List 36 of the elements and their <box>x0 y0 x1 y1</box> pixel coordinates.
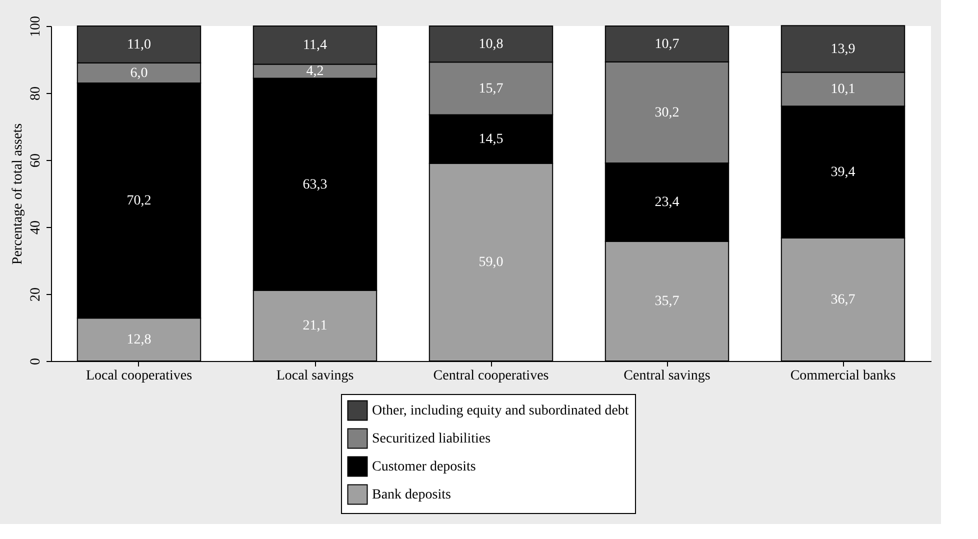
data-label: 11,4 <box>303 38 327 54</box>
data-label: 30,2 <box>654 105 680 120</box>
data-label: 35,7 <box>654 294 680 310</box>
legend-label: Securitized liabilities <box>372 432 491 446</box>
data-label: 10,1 <box>830 82 856 98</box>
y-tick-label: 80 <box>28 86 44 100</box>
data-label: 10,8 <box>478 37 504 52</box>
data-label: 63,3 <box>302 177 328 192</box>
data-label: 4,2 <box>306 64 324 80</box>
y-tick-label: 0 <box>28 358 44 365</box>
legend-label: Other, including equity and subordinated debt <box>372 404 629 418</box>
legend-label: Customer deposits <box>372 460 476 474</box>
y-tick-label: 20 <box>28 288 44 302</box>
x-tick-label: Central savings <box>624 368 710 384</box>
x-tick-label: Local cooperatives <box>86 368 192 384</box>
data-label: 70,2 <box>126 194 152 209</box>
data-label: 12,8 <box>126 332 152 348</box>
data-label: 11,0 <box>127 37 151 52</box>
data-label: 13,9 <box>830 42 856 57</box>
x-tick-label: Commercial banks <box>790 368 896 384</box>
data-label: 14,5 <box>478 132 504 148</box>
data-label: 39,4 <box>830 165 856 180</box>
x-tick-label: Central cooperatives <box>433 368 549 384</box>
y-tick-label: 100 <box>28 16 44 37</box>
x-tick-label: Local savings <box>276 368 354 384</box>
data-label: 21,1 <box>302 318 328 334</box>
data-label: 15,7 <box>478 81 504 96</box>
data-label: 59,0 <box>478 255 504 270</box>
y-axis-title: Percentage of total assets <box>10 123 26 265</box>
data-label: 36,7 <box>830 292 856 308</box>
data-label: 10,7 <box>654 36 680 52</box>
y-tick-label: 60 <box>28 154 44 168</box>
data-label: 6,0 <box>130 66 148 81</box>
y-tick-label: 40 <box>28 220 44 234</box>
legend-label: Bank deposits <box>372 488 451 502</box>
data-label: 23,4 <box>654 195 680 210</box>
